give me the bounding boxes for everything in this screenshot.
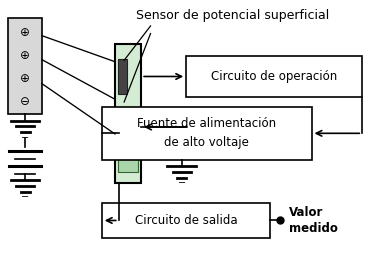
Text: Circuito de operación: Circuito de operación [211,70,337,83]
Text: −: − [177,178,186,188]
Bar [102,107,312,160]
Bar [8,18,42,114]
Bar [118,147,138,172]
Bar [115,44,141,183]
Bar [102,203,270,238]
Bar [118,59,127,94]
Text: ⊕: ⊕ [20,26,30,39]
Bar [186,56,362,97]
Text: −: − [21,133,29,142]
Text: ⊕: ⊕ [20,49,30,62]
Text: −: − [21,192,29,202]
Text: Fuente de alimentación
de alto voltaje: Fuente de alimentación de alto voltaje [137,117,276,149]
Text: ⊖: ⊖ [20,95,30,108]
Text: ⊕: ⊕ [20,72,30,85]
Text: Sensor de potencial superficial: Sensor de potencial superficial [136,9,330,22]
Bar [118,117,138,142]
Text: Valor
medido: Valor medido [289,206,338,235]
Text: Circuito de salida: Circuito de salida [135,214,237,227]
